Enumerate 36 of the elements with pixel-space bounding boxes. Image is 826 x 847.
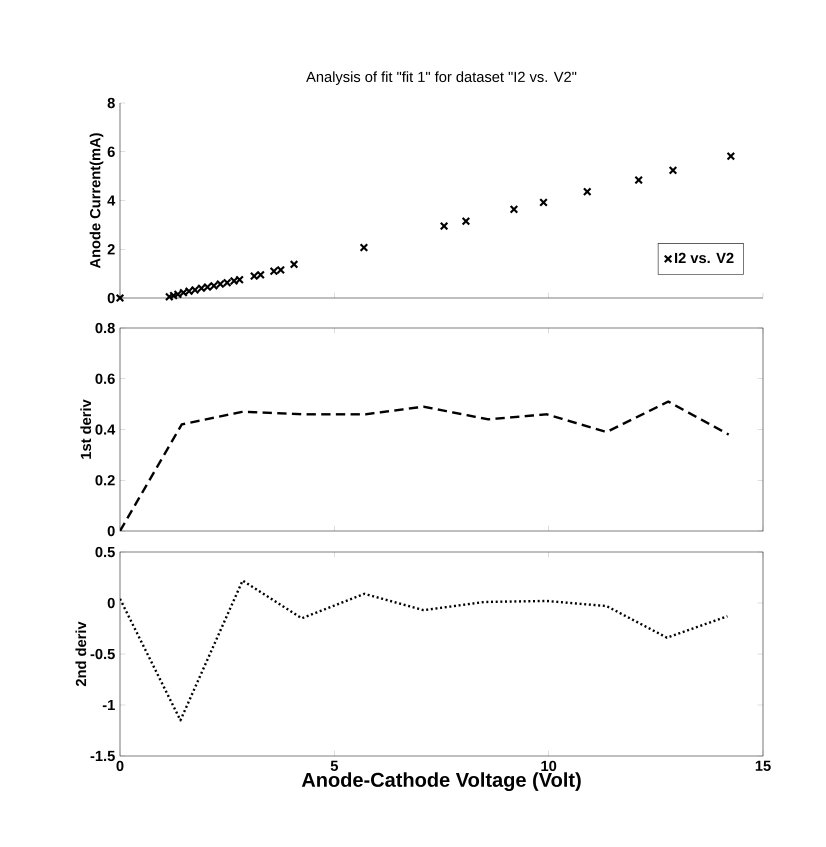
point	[634, 176, 644, 184]
point	[360, 243, 368, 252]
y-tick-label: 0	[108, 598, 115, 608]
x-tick-label: 5	[330, 760, 338, 771]
x-tick-label: 15	[756, 760, 771, 771]
y-tick-label: 0.5	[95, 546, 115, 558]
point	[582, 187, 592, 196]
y-tick-label: 4	[107, 195, 116, 206]
point	[440, 222, 448, 230]
y-tick-label: 0.6	[95, 374, 115, 384]
y-tick-label: 6	[108, 146, 115, 157]
point	[462, 216, 470, 226]
y-tick-label: 0.2	[95, 475, 115, 486]
y-tick-label: -1.5	[90, 750, 115, 762]
y-tick-label: 0.4	[95, 424, 116, 435]
y-tick-label: 0	[108, 292, 115, 304]
point	[726, 152, 736, 161]
chart-title: Analysis of fit "fit 1" for dataset "I2 vs. V2"	[306, 71, 576, 85]
y-tick-label: 8	[108, 98, 115, 108]
point	[668, 166, 678, 175]
point	[116, 294, 124, 302]
legend-label: I2 vs. V2	[675, 252, 734, 264]
y-axis-title: 2nd deriv	[75, 621, 86, 686]
y-tick-label: 2	[108, 244, 115, 254]
point	[510, 204, 518, 214]
point	[539, 198, 548, 207]
y-tick-label: -1	[102, 700, 115, 710]
x-tick-label: 10	[541, 760, 556, 772]
y-tick-label: 0	[108, 526, 115, 536]
y-tick-label: -0.5	[90, 648, 115, 660]
y-axis-title: 1st deriv	[80, 399, 92, 459]
y-axis-title: Anode Current(mA)	[90, 133, 104, 268]
y-tick-label: 0.8	[95, 322, 115, 334]
x-tick-label: 0	[116, 760, 124, 772]
x-axis-title: Anode-Cathode Voltage (Volt)	[302, 772, 581, 791]
point	[290, 260, 298, 269]
